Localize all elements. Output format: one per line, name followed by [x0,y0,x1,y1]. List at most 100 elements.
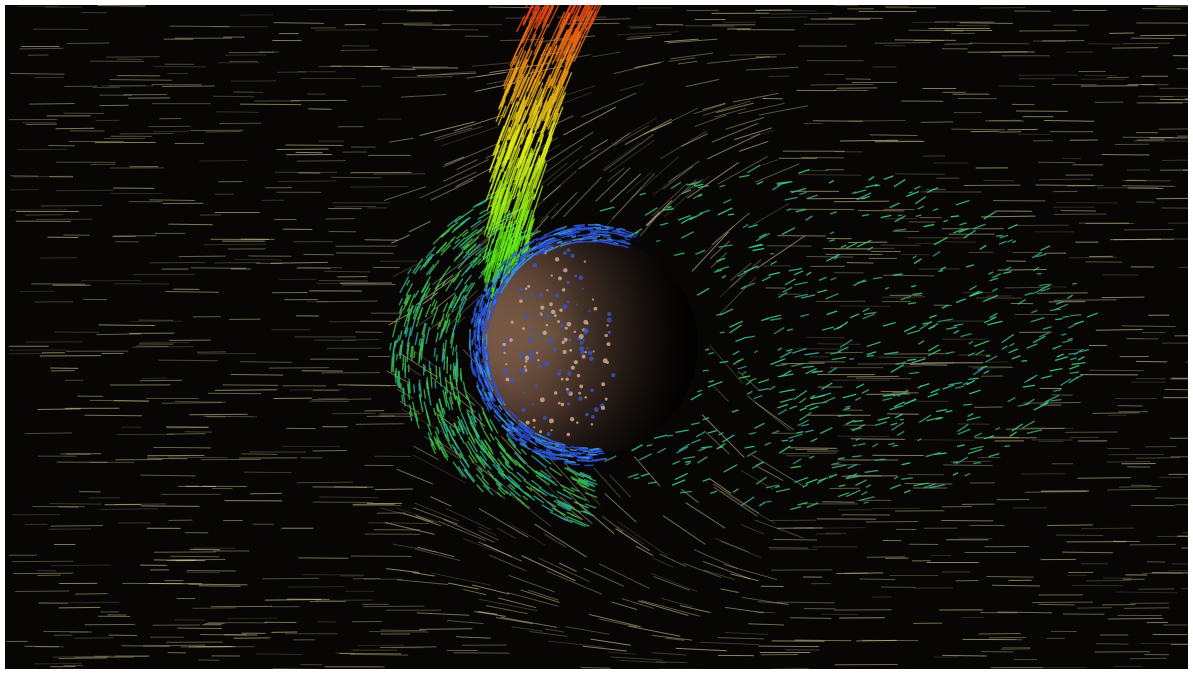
ionosphere-streak [482,309,487,321]
plume-streak [564,5,573,18]
plume-streak [546,87,560,116]
surface-speck [521,407,526,413]
wind-streak [288,388,343,391]
ion-streak [667,205,672,209]
surface-speck [519,299,523,303]
shock-streak [564,467,579,476]
ionosphere-streak [484,324,488,334]
surface-speck [563,251,567,256]
ionosphere-streak [492,279,499,288]
ion-streak [906,190,920,198]
ionosphere-streak [545,453,553,458]
ion-streak [690,422,700,426]
shock-streak [460,238,473,250]
ion-streak [627,473,639,479]
shock-streak [569,519,587,528]
plume-streak [522,28,533,49]
shock-streak [573,494,587,501]
ionosphere-streak [508,422,519,432]
shock-streak [573,501,589,509]
ionosphere-streak [485,301,490,308]
wind-streak [582,148,599,161]
shock-streak [533,495,545,504]
surface-speck [611,373,616,378]
shock-streak [449,391,454,405]
ion-streak [697,456,708,464]
plume-streak [516,127,533,169]
ionosphere-streak [527,240,535,246]
ion-streak [772,430,780,435]
wind-streak [55,189,114,192]
ionosphere-streak [544,236,555,243]
wind-streak [268,367,329,369]
ion-streak [923,483,936,489]
wind-streak [874,42,931,44]
shock-streak [487,422,493,430]
shock-streak [464,282,476,299]
ion-streak [1009,431,1018,437]
ion-streak [789,405,798,410]
surface-speck [569,417,575,422]
surface-speck [581,287,584,290]
shock-streak [406,293,416,312]
ionosphere-streak [498,404,503,411]
wind-streak [581,92,637,118]
wind-streak [942,654,987,657]
ionosphere-streak [508,430,516,437]
ion-streak [842,393,857,399]
shock-streak [418,393,422,402]
ion-streak [740,496,755,507]
ion-streak [859,496,875,502]
surface-speck [539,430,543,434]
wind-streak [500,435,528,465]
ion-streak [865,183,878,188]
ion-streak [1067,294,1074,300]
ion-streak [855,383,865,389]
wind-streak [474,611,506,617]
ionosphere-streak [624,237,630,241]
wind-streak [908,29,964,32]
shock-streak [472,254,482,263]
shock-streak [408,378,411,394]
surface-speck [606,361,609,364]
wind-streak [462,228,488,249]
wind-streak [109,79,172,81]
wind-streak [563,106,617,136]
ion-streak [690,183,696,186]
wind-streak [719,275,743,298]
ionosphere-streak [514,269,519,275]
ion-streak [758,501,766,507]
plume-streak [491,205,501,230]
plume-streak [530,9,542,31]
wind-streak [734,127,772,141]
ion-streak [1069,371,1080,375]
ion-streak [770,252,775,255]
shock-streak [442,389,448,408]
shock-streak [479,421,485,431]
surface-speck [542,330,548,336]
ionosphere-streak [561,233,574,239]
wind-streak [255,653,302,656]
ion-streak [1055,318,1063,321]
shock-streak [460,295,465,302]
ion-streak [693,183,704,187]
shock-streak [473,426,480,438]
wind-streak [737,102,785,115]
ion-streak [1060,378,1072,387]
surface-speck [585,329,589,333]
surface-speck [566,390,571,394]
shock-streak [494,436,507,452]
surface-speck [591,298,595,301]
plume-streak [506,147,521,185]
ionosphere-streak [569,226,580,231]
ionosphere-streak [485,290,490,298]
ion-streak [932,250,941,257]
wind-streak [521,555,576,582]
shock-streak [570,476,588,486]
wind-streak [99,508,159,511]
surface-speck [524,287,528,291]
ionosphere-streak [477,314,481,323]
ion-streak [893,401,905,408]
wind-streak [653,576,690,591]
shock-streak [445,423,454,441]
